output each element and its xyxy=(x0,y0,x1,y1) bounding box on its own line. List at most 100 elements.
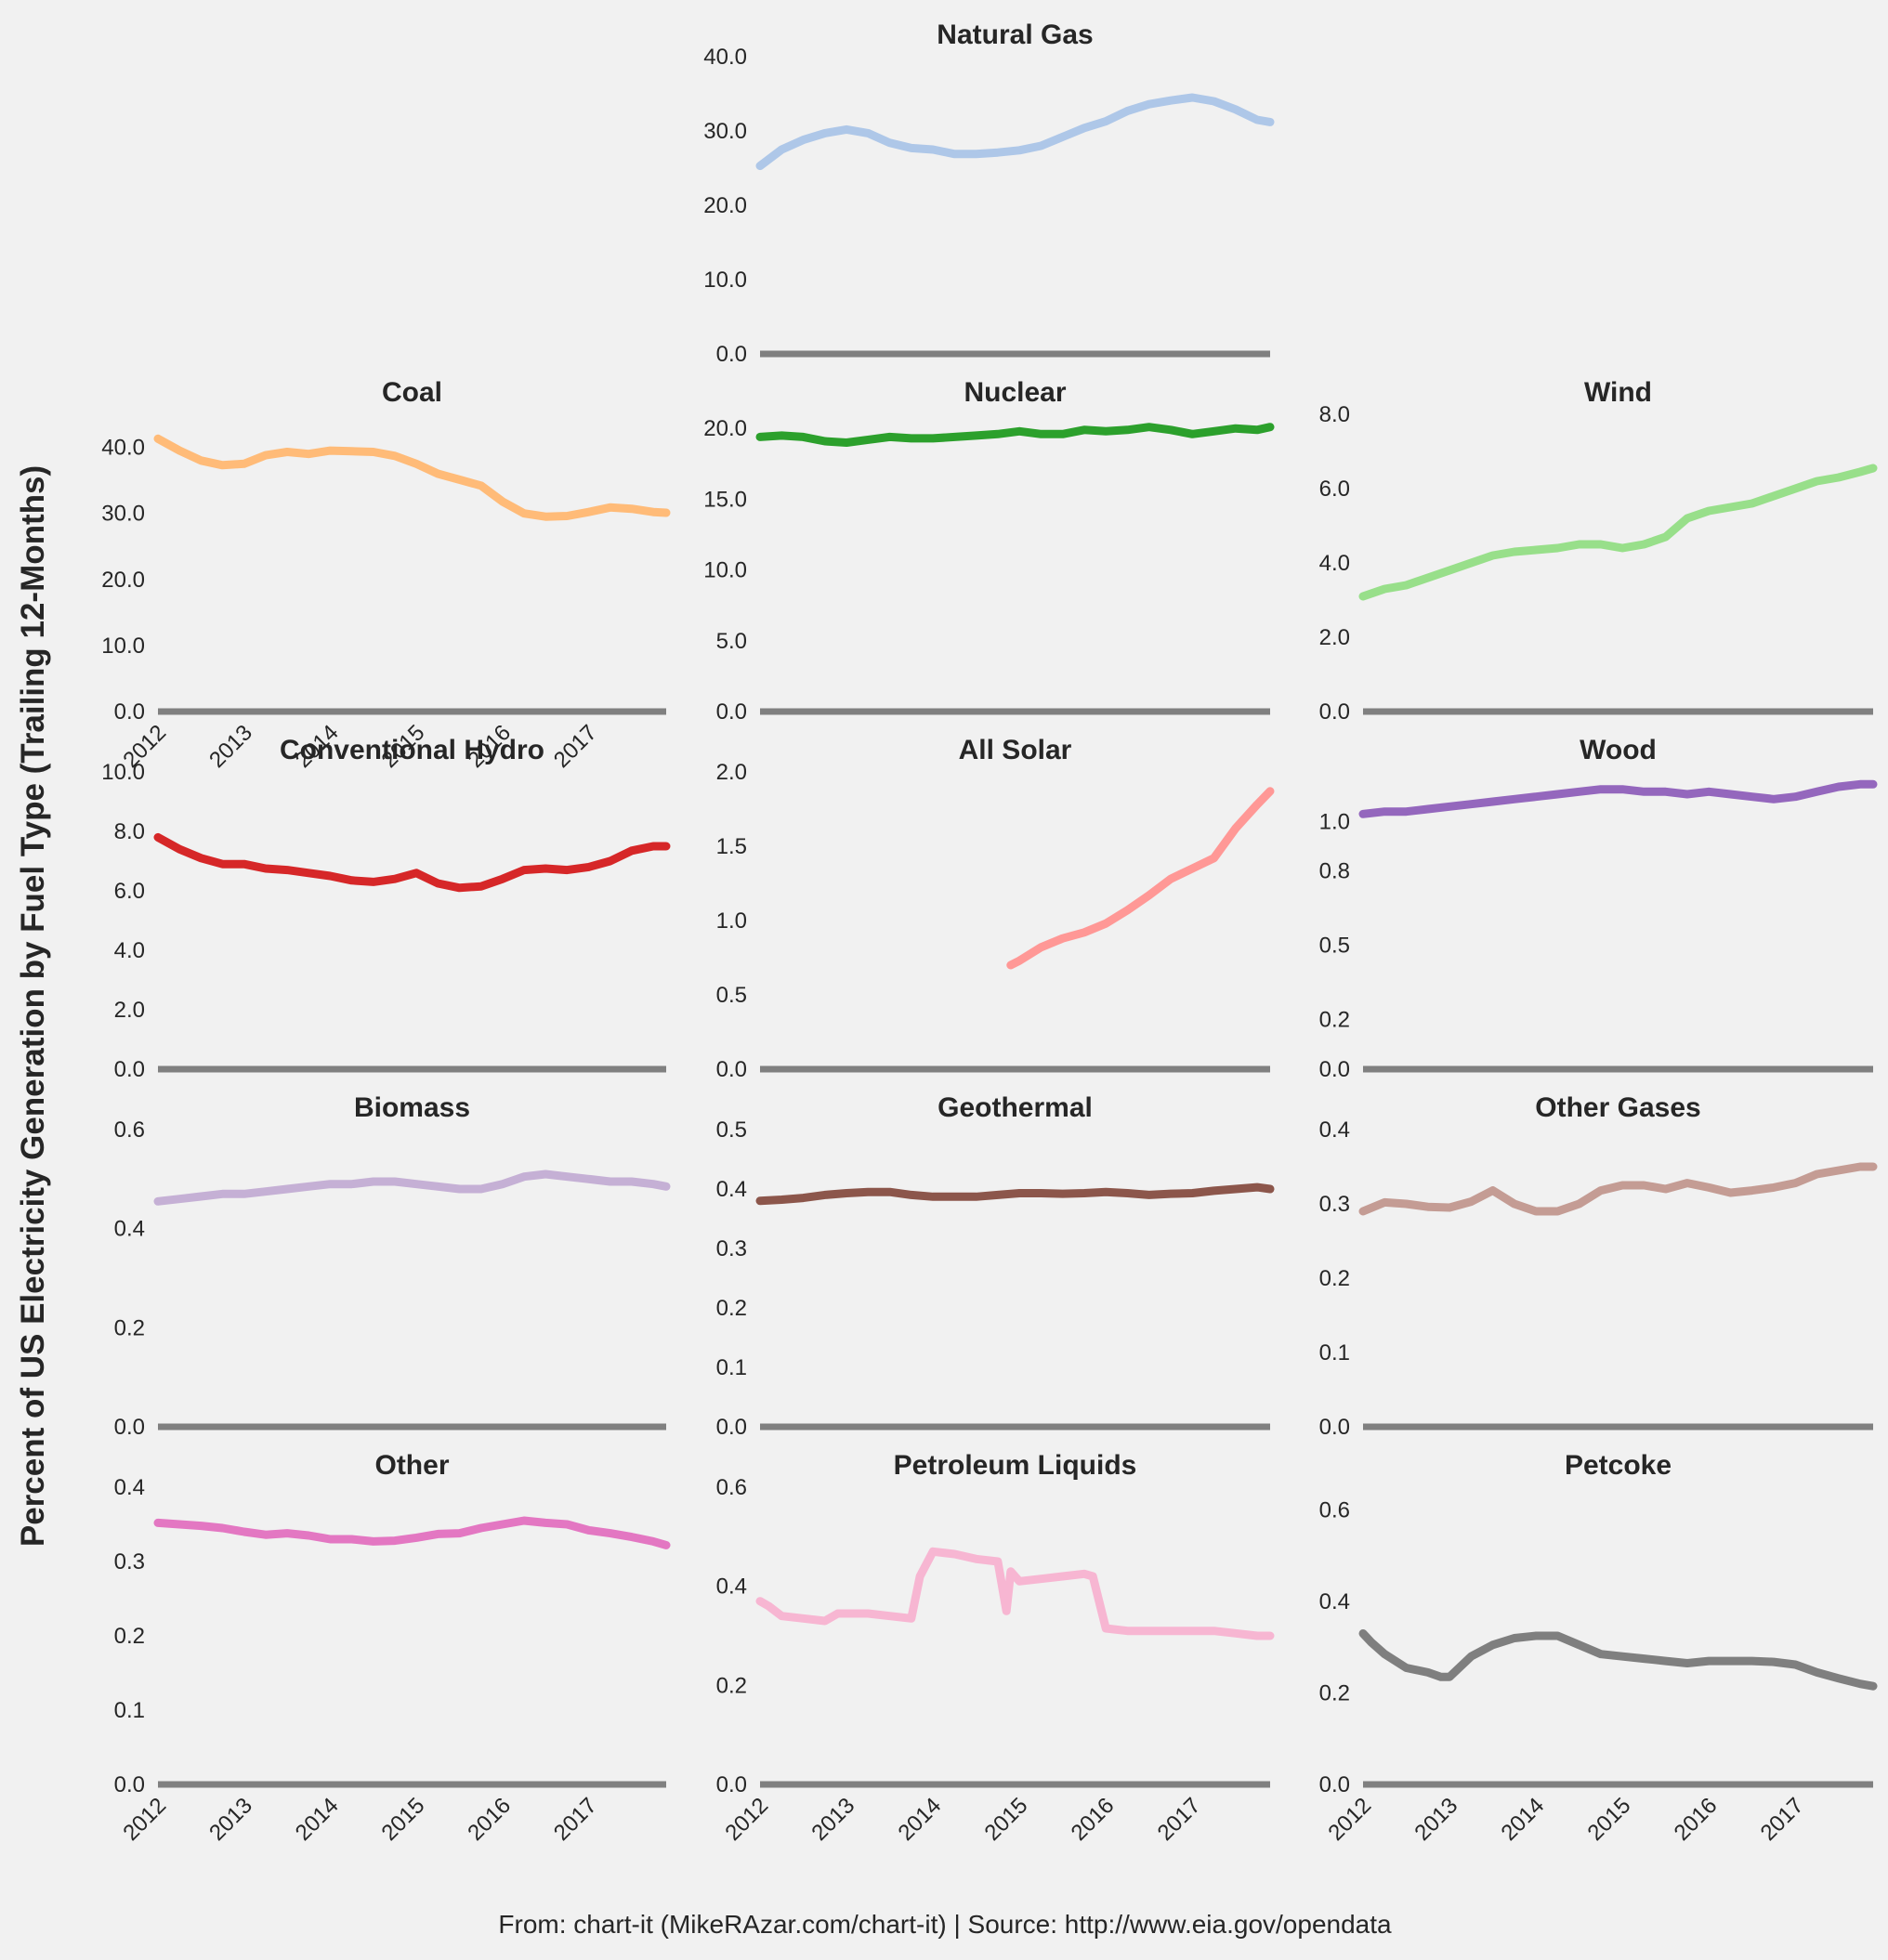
panel-title-other: Other xyxy=(374,1450,449,1481)
x-tick-label: 2012 xyxy=(118,1793,171,1846)
series-line-geothermal xyxy=(755,1183,1275,1206)
panel-title-geothermal: Geothermal xyxy=(937,1092,1093,1123)
y-tick-label: 20.0 xyxy=(703,416,747,441)
y-tick-label: 10.0 xyxy=(703,558,747,583)
panel-title-wood: Wood xyxy=(1580,735,1657,765)
x-tick-label: 2012 xyxy=(720,1793,773,1846)
y-tick-label: 0.0 xyxy=(114,699,145,725)
y-tick-label: 30.0 xyxy=(101,502,145,527)
y-tick-label: 0.2 xyxy=(114,1624,145,1649)
x-tick-label: 2014 xyxy=(1496,1793,1549,1846)
x-tick-label: 2015 xyxy=(1583,1793,1636,1846)
panel-petroleum-liquids: Petroleum Liquids 0.0 0.2 0.4 0.6 2012 2013 201… xyxy=(716,1450,1275,1846)
series-line-biomass xyxy=(153,1169,671,1206)
series-line-coal xyxy=(153,434,671,521)
panels-group: Natural Gas 0.0 10.0 20.0 30.0 40.0 Coal 0.0 10.… xyxy=(101,20,1878,1846)
y-tick-label: 0.3 xyxy=(716,1236,747,1261)
y-tick-label: 10.0 xyxy=(101,634,145,659)
series-line-other xyxy=(153,1516,671,1549)
panel-geothermal: Geothermal 0.0 0.1 0.2 0.3 0.4 0.5 xyxy=(716,1092,1275,1440)
series-line-conventional-hydro xyxy=(153,832,671,893)
series-line-nuclear xyxy=(755,423,1275,447)
y-tick-label: 0.0 xyxy=(1319,1057,1350,1082)
x-tick-label: 2013 xyxy=(1409,1793,1462,1846)
y-tick-label: 0.4 xyxy=(114,1475,145,1500)
panel-title-other-gases: Other Gases xyxy=(1535,1092,1700,1123)
y-tick-label: 0.6 xyxy=(716,1475,747,1500)
series-line-other-gases xyxy=(1358,1162,1878,1216)
x-tick-label: 2013 xyxy=(204,1793,257,1846)
footer-source: From: chart-it (MikeRAzar.com/chart-it) … xyxy=(498,1910,1392,1939)
y-tick-label: 8.0 xyxy=(114,819,145,844)
y-tick-label: 0.5 xyxy=(716,1117,747,1143)
x-tick-label: 2017 xyxy=(1153,1793,1206,1846)
panel-title-petcoke: Petcoke xyxy=(1565,1450,1672,1481)
panel-title-conventional-hydro: Conventional Hydro xyxy=(280,735,544,765)
y-tick-label: 0.1 xyxy=(114,1698,145,1723)
y-tick-label: 40.0 xyxy=(703,45,747,70)
y-tick-label: 0.0 xyxy=(716,699,747,725)
x-tick-label: 2015 xyxy=(377,1793,430,1846)
panel-wood: Wood 0.0 0.2 0.5 0.8 1.0 xyxy=(1319,735,1878,1082)
y-tick-label: 30.0 xyxy=(703,119,747,144)
y-tick-label: 0.0 xyxy=(716,1415,747,1440)
panel-natural-gas: Natural Gas 0.0 10.0 20.0 30.0 40.0 xyxy=(703,20,1275,367)
series-line-natural-gas xyxy=(755,93,1275,171)
y-tick-label: 0.1 xyxy=(1319,1340,1350,1365)
panel-petcoke: Petcoke 0.0 0.2 0.4 0.6 2012 2013 2014 2015 2016 2… xyxy=(1319,1450,1878,1846)
y-tick-label: 0.0 xyxy=(114,1772,145,1797)
panel-title-biomass: Biomass xyxy=(354,1092,470,1123)
y-tick-label: 2.0 xyxy=(114,998,145,1023)
y-tick-label: 0.6 xyxy=(1319,1498,1350,1523)
y-tick-label: 4.0 xyxy=(1319,551,1350,576)
y-tick-label: 0.3 xyxy=(1319,1192,1350,1217)
panel-title-nuclear: Nuclear xyxy=(964,377,1066,408)
y-tick-label: 6.0 xyxy=(1319,477,1350,502)
panel-title-natural-gas: Natural Gas xyxy=(937,20,1093,50)
x-tick-label: 2013 xyxy=(806,1793,859,1846)
y-tick-label: 10.0 xyxy=(101,760,145,785)
y-tick-label: 0.0 xyxy=(716,1772,747,1797)
x-tick-label: 2017 xyxy=(549,1793,602,1846)
series-line-wind xyxy=(1358,464,1878,601)
panel-wind: Wind 0.0 2.0 4.0 6.0 8.0 xyxy=(1319,377,1878,725)
y-tick-label: 0.1 xyxy=(716,1355,747,1380)
x-tick-label: 2017 xyxy=(549,720,602,773)
x-tick-label: 2012 xyxy=(1323,1793,1376,1846)
y-tick-label: 1.0 xyxy=(716,908,747,934)
x-tick-label: 2014 xyxy=(893,1793,946,1846)
panel-title-all-solar: All Solar xyxy=(959,735,1072,765)
x-tick-label: 2015 xyxy=(980,1793,1033,1846)
y-tick-label: 0.0 xyxy=(1319,699,1350,725)
y-tick-label: 0.5 xyxy=(716,983,747,1008)
y-tick-label: 40.0 xyxy=(101,436,145,461)
y-tick-label: 0.2 xyxy=(716,1673,747,1698)
y-tick-label: 0.2 xyxy=(716,1296,747,1321)
y-tick-label: 0.0 xyxy=(114,1415,145,1440)
panel-conventional-hydro: Conventional Hydro 0.0 2.0 4.0 6.0 8.0 10.0 xyxy=(101,735,671,1082)
y-tick-label: 0.2 xyxy=(1319,1681,1350,1706)
panel-title-coal: Coal xyxy=(382,377,442,408)
y-tick-label: 0.0 xyxy=(1319,1772,1350,1797)
panel-biomass: Biomass 0.0 0.2 0.4 0.6 xyxy=(114,1092,671,1440)
y-tick-label: 4.0 xyxy=(114,938,145,963)
y-tick-label: 0.2 xyxy=(1319,1008,1350,1033)
series-line-petroleum-liquids xyxy=(755,1547,1275,1640)
y-tick-label: 2.0 xyxy=(716,760,747,785)
y-tick-label: 2.0 xyxy=(1319,625,1350,650)
panel-title-petroleum-liquids: Petroleum Liquids xyxy=(894,1450,1137,1481)
x-tick-label: 2013 xyxy=(204,720,257,773)
y-tick-label: 0.0 xyxy=(114,1057,145,1082)
x-tick-label: 2016 xyxy=(1067,1793,1120,1846)
y-tick-label: 0.4 xyxy=(1319,1589,1350,1614)
x-tick-label: 2016 xyxy=(1670,1793,1723,1846)
series-line-petcoke xyxy=(1358,1629,1878,1691)
series-line-wood xyxy=(1358,779,1878,818)
y-tick-label: 1.0 xyxy=(1319,809,1350,834)
y-tick-label: 0.4 xyxy=(114,1217,145,1242)
y-tick-label: 5.0 xyxy=(716,629,747,654)
y-tick-label: 6.0 xyxy=(114,879,145,904)
y-tick-label: 0.8 xyxy=(1319,859,1350,884)
